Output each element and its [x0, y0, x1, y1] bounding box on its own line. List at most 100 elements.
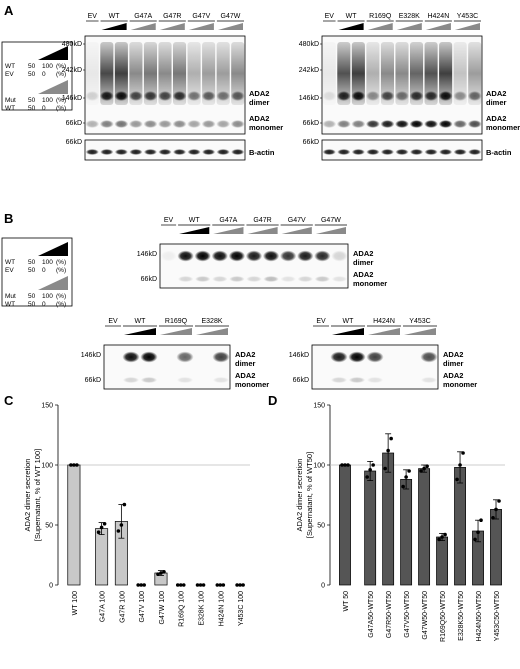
- legend-value: (%): [56, 63, 66, 70]
- data-point: [238, 583, 242, 587]
- data-point: [407, 469, 411, 473]
- legend-value: 100: [42, 293, 53, 300]
- label-monomer-1: ADA2: [353, 270, 373, 279]
- legend-row-label: Mut: [5, 97, 16, 104]
- smear: [322, 42, 336, 105]
- lane-label: Y453C: [409, 318, 430, 325]
- x-category-label: G47R 100: [119, 591, 126, 623]
- x-category-label: G47W 100: [159, 591, 166, 625]
- data-point: [175, 583, 180, 587]
- x-category-label: Y453C 100: [238, 591, 245, 626]
- band: [129, 120, 143, 128]
- data-point: [215, 583, 220, 587]
- band: [262, 250, 280, 262]
- legend-row-label: WT: [5, 105, 15, 112]
- label-monomer-2: monomer: [249, 123, 283, 132]
- legend-value: 0: [42, 105, 46, 112]
- y-tick-label: 150: [41, 403, 53, 410]
- lane-label: G47V: [192, 13, 210, 20]
- smear: [351, 42, 365, 105]
- blot-b-right: EV WT H424N Y453C146kD66kDADA2dimerADA2mono…: [289, 318, 477, 390]
- band: [348, 351, 366, 363]
- panel-label-d: D: [268, 393, 277, 408]
- band: [297, 250, 314, 262]
- band: [129, 91, 143, 101]
- smear: [158, 42, 172, 105]
- lane-label: EV: [88, 13, 98, 20]
- band: [177, 276, 194, 282]
- band: [314, 276, 331, 282]
- label-dimer-1: ADA2: [353, 249, 373, 258]
- mw-marker: 66kD: [141, 276, 157, 283]
- data-point: [383, 466, 387, 471]
- legend-row-label: EV: [5, 267, 14, 274]
- band: [231, 149, 245, 155]
- data-point: [461, 451, 465, 455]
- lane-label: WT: [346, 13, 358, 20]
- band: [212, 276, 228, 282]
- legend-value: 100: [42, 259, 53, 266]
- data-point: [72, 463, 76, 467]
- band: [85, 149, 99, 155]
- lane-label: EV: [325, 13, 335, 20]
- ratio-wedge: [124, 328, 156, 335]
- band: [263, 276, 279, 282]
- lane-label: G47R: [163, 13, 181, 20]
- mw-marker: 146kD: [289, 352, 309, 359]
- bar: [418, 468, 431, 586]
- data-point: [479, 518, 483, 522]
- chart-d: 0 50 100 150 ADA2 dimer secretion[Supernatan…: [295, 403, 505, 642]
- x-category-label: G47R50-WT50: [386, 591, 393, 638]
- lane-label: G47W: [221, 13, 241, 20]
- mw-marker: 66kD: [303, 120, 319, 127]
- bar: [436, 536, 448, 586]
- y-tick-label: 0: [49, 583, 53, 590]
- legend-value: 100: [42, 63, 53, 70]
- y-axis-label: ADA2 dimer secretion[Supernatant, % of W…: [23, 449, 42, 541]
- label-actin: B-actin: [249, 148, 275, 157]
- band: [453, 149, 467, 155]
- band: [410, 149, 424, 155]
- band: [230, 91, 245, 101]
- bar: [67, 464, 81, 586]
- band: [439, 149, 453, 155]
- legend-value: 50: [28, 97, 36, 104]
- legend-value: (%): [56, 293, 66, 300]
- mw-marker: 66kD: [293, 377, 309, 384]
- ratio-wedge: [396, 23, 422, 30]
- band: [322, 120, 337, 128]
- data-point: [235, 583, 239, 587]
- mw-marker: 146kD: [137, 251, 157, 258]
- ratio-legend-a: WT 50 100 (%)EV 50 0 (%)Mut 50 100 (%)WT 50 0 (%): [1, 41, 73, 112]
- band: [143, 149, 157, 155]
- data-point: [419, 469, 423, 473]
- band: [351, 91, 366, 101]
- lane-label: R169Q: [165, 318, 188, 325]
- data-point: [491, 516, 495, 520]
- lane-label: H424N: [373, 318, 395, 325]
- legend-wedge-black: [38, 46, 68, 60]
- band: [176, 377, 194, 383]
- lane-label: EV: [316, 318, 326, 325]
- panel-label-a: A: [4, 3, 14, 18]
- data-point: [455, 477, 459, 482]
- band: [409, 120, 424, 128]
- legend-value: (%): [56, 301, 66, 308]
- band: [395, 91, 409, 101]
- x-category-label: WT 50: [343, 591, 350, 612]
- x-category-label: G47A 100: [100, 591, 107, 622]
- legend-value: 50: [28, 293, 36, 300]
- ratio-wedge: [160, 328, 192, 335]
- data-point: [122, 502, 127, 507]
- band: [140, 377, 158, 383]
- band: [348, 377, 366, 383]
- mw-marker: 66kD: [85, 377, 101, 384]
- band: [420, 377, 438, 383]
- data-point: [218, 583, 223, 587]
- data-point: [116, 529, 121, 533]
- band: [160, 250, 177, 262]
- legend-value: 50: [28, 259, 36, 266]
- band: [212, 351, 230, 363]
- band: [201, 91, 216, 101]
